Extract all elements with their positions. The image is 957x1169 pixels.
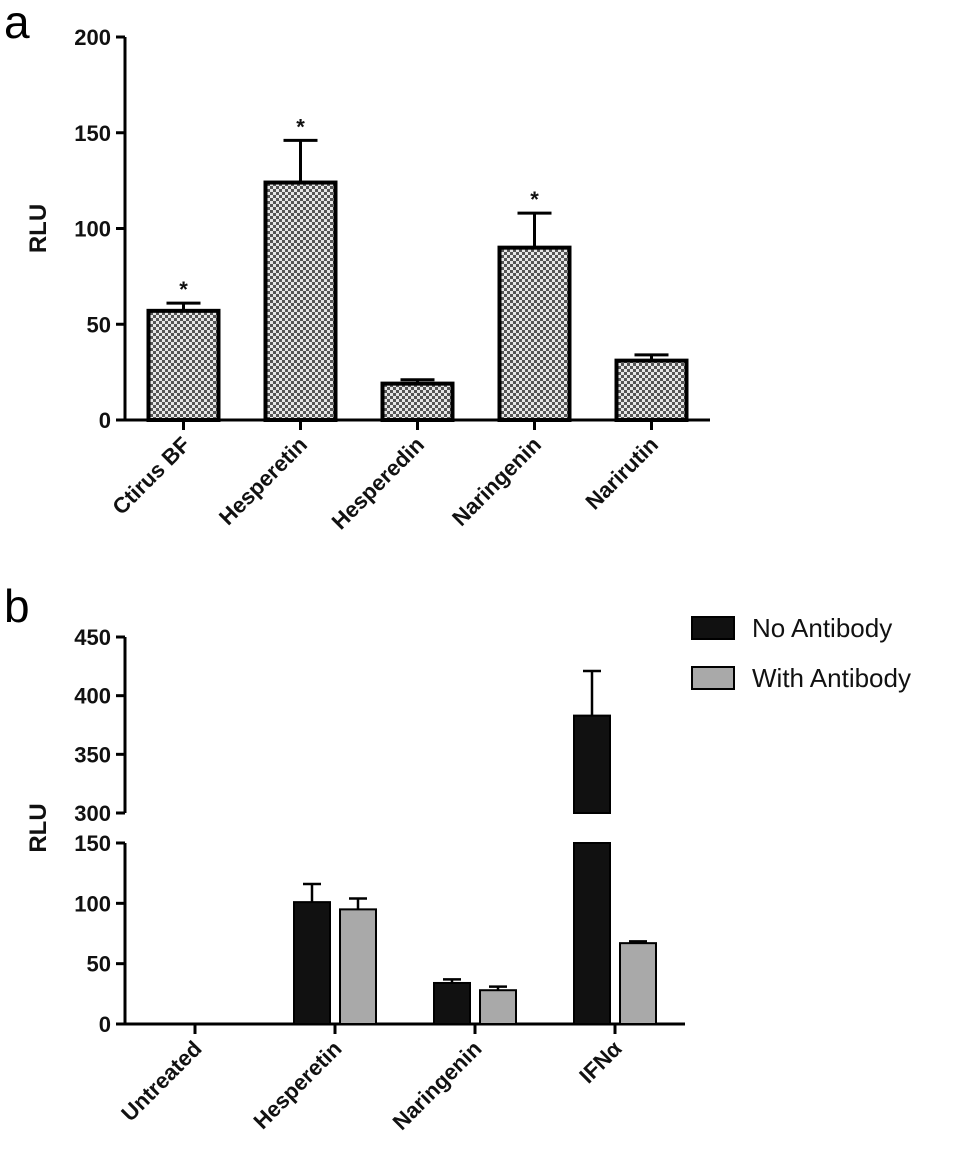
legend-swatch [691,616,735,640]
y-tick-label-b: 100 [74,891,111,916]
bar-b [479,989,517,1025]
legend-swatch [691,666,735,690]
x-tick-label-a: Hesperedin [327,432,429,534]
legend-label: No Antibody [752,613,892,643]
bar-a [497,245,572,422]
chart-b: 0 50 100 150 300 350 400 450 RLU Untreated Hespere… [25,613,911,1135]
x-tick-label-b: IFNα [574,1036,627,1089]
y-tick-label-b: 300 [74,801,111,826]
bar-b [573,714,611,815]
bar-a [380,381,455,422]
x-tick-label-a: Narirutin [581,432,664,515]
x-tick-label-b: Untreated [116,1036,206,1126]
x-tick-label-b: Hesperetin [248,1036,346,1134]
significance-star: * [530,187,539,212]
y-tick-label-b: 350 [74,742,111,767]
y-tick-label-a: 200 [74,25,111,50]
x-tick-label-a: Naringenin [447,432,546,531]
y-tick-label-b: 150 [74,831,111,856]
bar-b [339,908,377,1025]
bar-b [433,981,471,1025]
y-tick-label-b: 0 [99,1012,111,1037]
panel-label-b: b [4,580,30,632]
panel-label-a: a [4,0,30,48]
y-tick-label-a: 150 [74,121,111,146]
y-tick-label-a: 50 [87,312,111,337]
bar-b [293,901,331,1025]
y-axis-label-a: RLU [25,204,52,253]
y-tick-label-a: 100 [74,217,111,242]
x-tick-label-a: Hesperetin [214,432,312,530]
bar-b [573,842,611,1025]
x-tick-label-b: Naringenin [388,1036,487,1135]
x-tick-label-a: Ctirus BF [107,432,195,520]
bar-a [146,308,221,422]
significance-star: * [179,277,188,302]
chart-a: 0 50 100 150 200 RLU Ctirus BF * Hesperetin * Hesp… [25,25,710,534]
y-tick-label-a: 0 [99,408,111,433]
legend-label: With Antibody [752,663,911,693]
y-tick-label-b: 50 [87,952,111,977]
bar-a [263,180,338,422]
significance-star: * [296,114,305,139]
bar-a [614,358,689,423]
y-tick-label-b: 400 [74,684,111,709]
y-axis-label-b: RLU [25,803,52,852]
bar-b [619,942,657,1025]
y-tick-label-b: 450 [74,625,111,650]
